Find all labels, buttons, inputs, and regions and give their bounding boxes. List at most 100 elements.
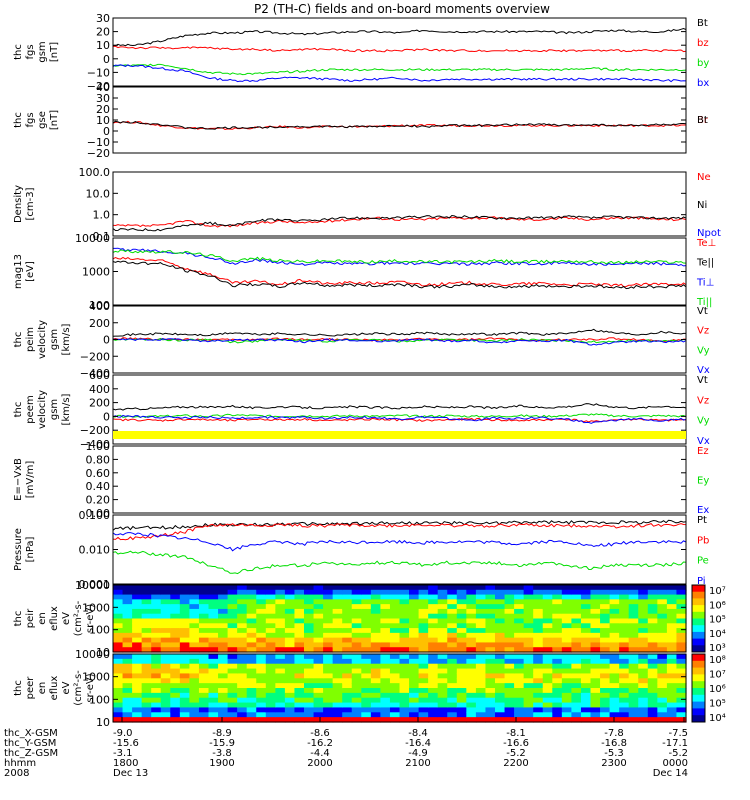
spectrogram-cell [647,618,658,624]
spectrogram-cell [428,702,439,709]
spectrogram-cell [198,712,210,718]
axis-row-value: -3.8 [212,748,232,759]
panel-peir_spectrogram: 10⁷10⁶10⁵10⁴10³10000100010010thcpeirenef… [13,579,726,659]
spectrogram-cell [275,618,286,624]
spectrogram-cell [189,642,200,648]
spectrogram-cell [370,692,381,699]
spectrogram-cell [409,628,420,634]
spectrogram-cell [275,717,286,723]
spectrogram-cell [179,673,190,679]
spectrogram-cell [399,589,410,596]
spectrogram-cell [113,632,124,639]
spectrogram-cell [256,594,267,600]
spectrogram-cell [418,647,429,653]
spectrogram-cell [657,613,668,620]
spectrogram-cell [657,642,668,648]
spectrogram-cell [437,594,448,600]
spectrogram-cell [571,604,582,610]
spectrogram-cell [284,647,296,653]
spectrogram-cell [552,658,563,665]
spectrogram-cell [370,628,381,634]
spectrogram-cell [380,692,391,699]
spectrogram-cell [313,642,324,648]
spectrogram-cell [428,647,439,653]
spectrogram-cell [332,632,343,639]
spectrogram-cell [485,658,496,665]
spectrogram-cell [485,604,496,610]
spectrogram-cell [380,654,391,660]
y-tick-label: 10000 [75,579,110,592]
spectrogram-cell [523,623,534,629]
spectrogram-cell [198,683,210,689]
spectrogram-cell [380,678,391,684]
spectrogram-cell [189,697,200,704]
spectrogram-cell [418,697,429,704]
y-tick-label: 0 [103,125,110,138]
spectrogram-cell [619,697,630,704]
spectrogram-cell [179,618,190,624]
spectrogram-cell [256,608,267,615]
y-axis-label-line: fgs [25,112,36,127]
spectrogram-cell [495,683,506,689]
spectrogram-cell [447,608,458,615]
y-axis-label-line: [km/s] [61,323,72,355]
spectrogram-cell [456,637,467,644]
spectrogram-cell [170,717,181,723]
spectrogram-cell [666,599,678,605]
spectrogram-cell [246,589,257,596]
y-tick-label: 0.20 [86,494,111,507]
spectrogram-cell [600,589,611,596]
spectrogram-cell [628,658,639,665]
spectrogram-cell [113,589,124,596]
spectrogram-cell [380,658,391,665]
spectrogram-cell [485,613,496,620]
spectrogram-cell [504,585,515,591]
spectrogram-cell [666,637,678,644]
spectrogram-cell [447,707,458,713]
spectrogram-cell [198,594,210,600]
spectrogram-cell [533,613,544,620]
spectrogram-cell [160,697,171,704]
spectrogram-cell [179,585,190,591]
spectrogram-cell [409,654,420,660]
spectrogram-cell [342,585,353,591]
spectrogram-cell [676,712,687,718]
spectrogram-cell [514,637,525,644]
spectrogram-cell [638,594,649,600]
spectrogram-cell [456,688,467,694]
spectrogram-cell [361,707,372,713]
spectrogram-cell [237,712,248,718]
spectrogram-cell [132,697,143,704]
spectrogram-cell [294,613,305,620]
spectrogram-cell [619,613,630,620]
spectrogram-cell [399,623,410,629]
colorbar-segment [692,694,705,703]
spectrogram-cell [676,585,687,591]
spectrogram-cell [189,608,200,615]
spectrogram-cell [389,637,401,644]
axis-row-value: 1800 [113,758,138,769]
spectrogram-cell [666,604,678,610]
spectrogram-cell [437,589,448,596]
spectrogram-cell [246,585,257,591]
spectrogram-cell [218,712,229,718]
panel-peim_velocity: VtVzVyVx4002000−200−400thcpeimvelocitygs… [13,300,710,380]
spectrogram-cell [628,712,639,718]
spectrogram-cell [437,618,448,624]
spectrogram-cell [122,678,133,684]
spectrogram-cell [475,618,487,624]
spectrogram-cell [466,647,477,653]
series-line-pressure-2 [112,550,687,575]
spectrogram-cell [351,683,362,689]
spectrogram-cell [418,654,429,660]
spectrogram-cell [542,608,553,615]
spectrogram-cell [619,702,630,709]
spectrogram-cell [628,599,639,605]
spectrogram-cell [533,688,544,694]
spectrogram-cell [370,589,381,596]
y-axis-label-line: [mV/m] [25,461,36,499]
spectrogram-cell [304,678,315,684]
y-tick-label: 30 [96,92,110,105]
spectrogram-cell [514,712,525,718]
